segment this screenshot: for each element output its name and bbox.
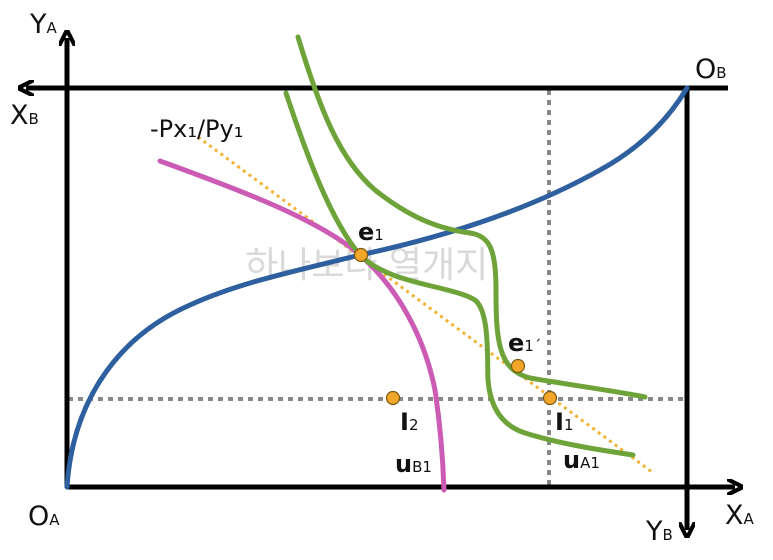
label-ya-main: Y: [29, 9, 47, 40]
indifference-curve-ub1: [157, 158, 447, 493]
label-ua1-main: u: [563, 446, 580, 474]
label-ob: OB: [695, 54, 727, 85]
label-xa-main: X: [725, 500, 744, 531]
label-ob-sub: B: [716, 64, 726, 82]
label-i1-sub: 1: [564, 416, 574, 434]
label-ua1: uA1: [563, 446, 600, 474]
label-xa: XA: [725, 500, 755, 531]
label-e1-prime-sub: 1´: [524, 337, 541, 355]
label-i2: I2: [400, 408, 418, 436]
label-e1-sub: 1: [374, 226, 384, 244]
label-i2-sub: 2: [409, 416, 419, 434]
label-ob-main: O: [695, 54, 716, 85]
label-yb: YB: [645, 516, 673, 547]
label-e1-main: e: [358, 218, 374, 246]
label-yb-sub: B: [663, 526, 673, 544]
point-e1: [353, 247, 369, 263]
label-i1-main: I: [555, 408, 564, 436]
indifference-curve-ua1: [283, 90, 636, 458]
label-ya: YA: [29, 9, 58, 40]
label-i2-main: I: [400, 408, 409, 436]
indifference-curve-ua-upper: [295, 34, 648, 400]
label-oa-sub: A: [49, 511, 60, 529]
label-ua1-sub: A1: [580, 454, 600, 472]
label-ub1: uB1: [395, 450, 432, 478]
label-e1: e1: [358, 218, 384, 246]
label-ya-sub: A: [47, 19, 58, 37]
price-line: [197, 135, 653, 474]
label-oa-main: O: [28, 501, 49, 532]
label-yb-main: Y: [645, 516, 663, 547]
contract-curve: [64, 85, 690, 490]
point-i1: [542, 390, 558, 406]
label-xb-main: X: [10, 100, 29, 131]
label-e1-prime-main: e: [508, 329, 524, 357]
label-xb: XB: [10, 100, 39, 131]
label-e1-prime: e1´: [508, 329, 541, 357]
label-price-line: -Px₁/Py₁: [150, 115, 243, 143]
label-xb-sub: B: [29, 110, 39, 128]
label-oa: OA: [28, 501, 60, 532]
label-ub1-main: u: [395, 450, 412, 478]
label-xa-sub: A: [744, 510, 755, 528]
label-ub1-sub: B1: [412, 458, 432, 476]
point-i2: [385, 390, 401, 406]
label-i1: I1: [555, 408, 573, 436]
point-e1-prime: [510, 358, 526, 374]
